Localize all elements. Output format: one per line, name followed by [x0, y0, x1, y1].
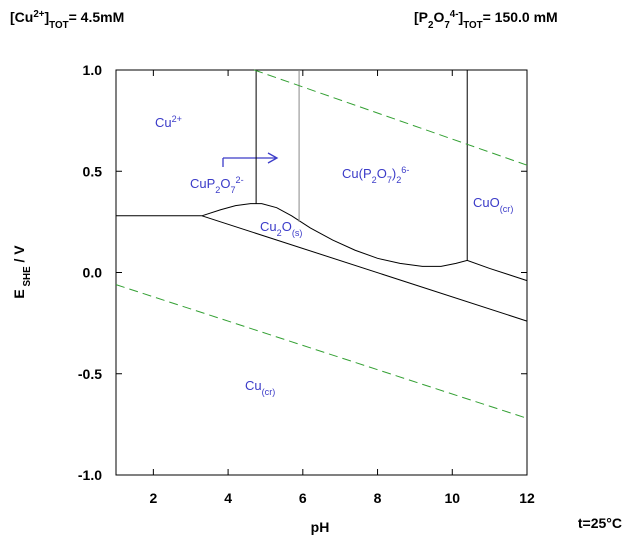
- text-segment: 2: [396, 175, 401, 185]
- text-segment: ): [392, 166, 396, 181]
- region-label: Cu2+: [155, 114, 182, 130]
- text-segment: Cu: [245, 378, 262, 393]
- temperature-label: t=25°C: [578, 515, 622, 531]
- x-tick-label: 6: [299, 490, 307, 506]
- text-segment: TOT: [49, 20, 68, 31]
- region-label: CuO(cr): [473, 195, 513, 214]
- x-tick-label: 4: [224, 490, 232, 506]
- x-tick-label: 12: [519, 490, 535, 506]
- region-label: Cu2O(s): [260, 219, 302, 238]
- text-segment: Cu: [260, 219, 277, 234]
- text-segment: CuO: [473, 195, 500, 210]
- region-label: Cu(cr): [245, 378, 275, 397]
- text-segment: O: [282, 219, 292, 234]
- header-left: [Cu2+]TOT= 4.5mM: [10, 9, 124, 31]
- text-segment: 2+: [172, 114, 182, 124]
- text-segment: Cu(P: [342, 166, 372, 181]
- text-segment: [Cu: [10, 9, 33, 25]
- text-segment: 7: [444, 20, 450, 31]
- text-segment: 2-: [236, 175, 244, 185]
- y-tick-label: -1.0: [78, 467, 102, 483]
- text-segment: 7: [230, 185, 235, 195]
- text-segment: SHE: [22, 266, 33, 289]
- arrow: [222, 152, 279, 167]
- boundary-line: [254, 69, 528, 166]
- region-label: CuP2O72-: [190, 175, 244, 195]
- text-segment: = 4.5mM: [69, 9, 125, 25]
- text-segment: O: [433, 9, 444, 25]
- text-segment: 2+: [33, 9, 44, 20]
- boundary-line: [115, 284, 528, 419]
- text-segment: / V: [11, 245, 27, 267]
- x-axis-label: pH: [311, 519, 330, 535]
- text-segment: CuP: [190, 176, 215, 191]
- y-tick-label: 0.5: [83, 163, 103, 179]
- plot-frame: [115, 69, 528, 476]
- text-segment: 2: [428, 20, 434, 31]
- text-segment: ]: [459, 9, 464, 25]
- text-segment: = 150.0 mM: [483, 9, 558, 25]
- text-segment: 2: [215, 185, 220, 195]
- text-segment: ]: [45, 9, 50, 25]
- region-label: Cu(P2O7)26-: [342, 165, 409, 185]
- boundary-line: [201, 203, 528, 282]
- text-segment: [P: [414, 9, 428, 25]
- text-segment: (s): [292, 228, 303, 238]
- x-tick-label: 10: [444, 490, 460, 506]
- text-segment: 7: [387, 175, 392, 185]
- text-segment: O: [220, 176, 230, 191]
- y-tick-label: -0.5: [78, 366, 102, 382]
- text-segment: O: [377, 166, 387, 181]
- text-segment: 2: [277, 228, 282, 238]
- text-segment: 6-: [401, 165, 409, 175]
- text-segment: E: [11, 289, 27, 298]
- header-right: [P2O74-]TOT= 150.0 mM: [414, 9, 558, 31]
- boundary-line: [201, 215, 528, 322]
- text-segment: (cr): [500, 204, 514, 214]
- y-tick-label: 0.0: [83, 265, 103, 281]
- x-tick-label: 8: [374, 490, 382, 506]
- x-tick-label: 2: [149, 490, 157, 506]
- y-axis-label: E SHE / V: [11, 245, 33, 299]
- text-segment: 4-: [450, 9, 459, 20]
- text-segment: 2: [372, 175, 377, 185]
- text-segment: (cr): [262, 387, 276, 397]
- text-segment: Cu: [155, 115, 172, 130]
- y-tick-label: 1.0: [83, 62, 103, 78]
- text-segment: TOT: [463, 20, 482, 31]
